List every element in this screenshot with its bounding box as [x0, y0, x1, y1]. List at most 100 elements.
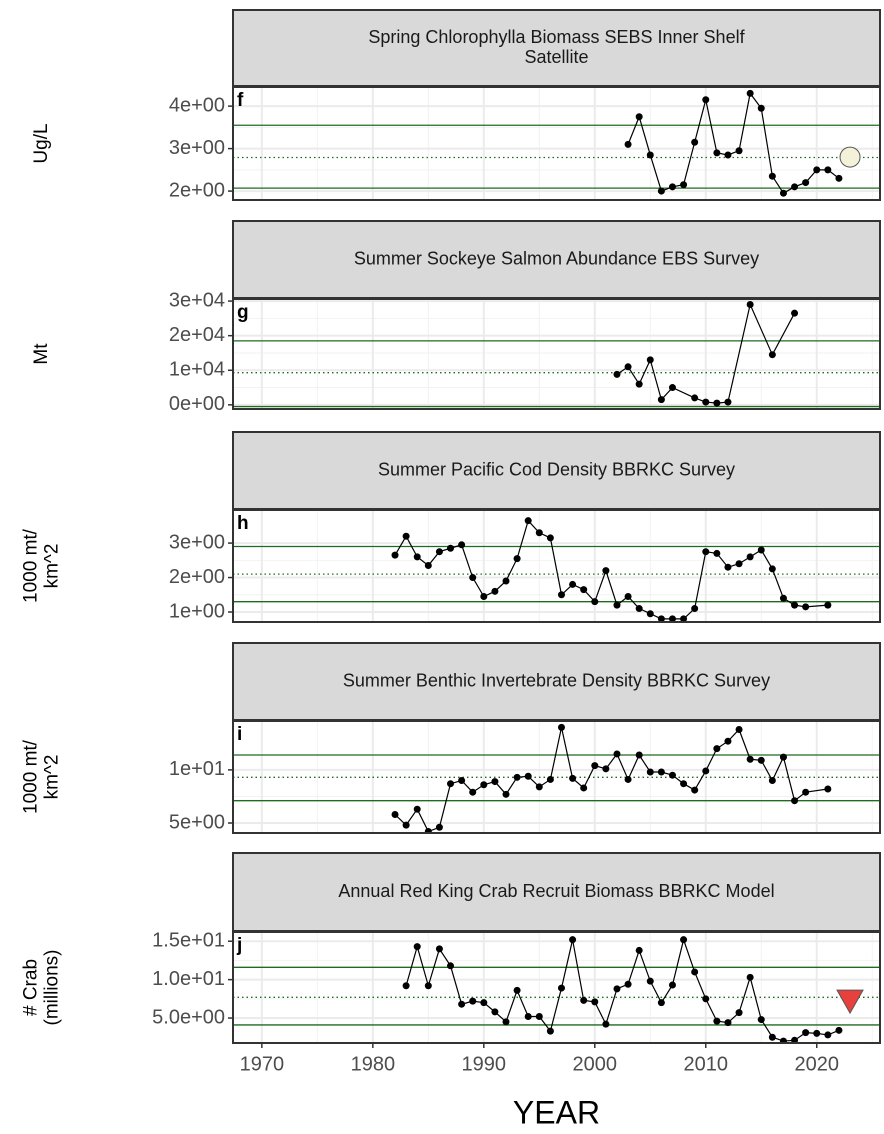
plot-area — [233, 87, 880, 200]
data-point — [613, 750, 621, 758]
data-point — [602, 765, 610, 773]
data-point — [768, 1033, 776, 1041]
data-point — [635, 751, 643, 759]
strip-title: Summer Sockeye Salmon Abundance EBS Surv… — [354, 248, 759, 268]
plot-area — [233, 299, 880, 409]
data-point — [646, 768, 654, 776]
data-point — [591, 762, 599, 770]
data-point — [824, 1031, 832, 1039]
data-point — [624, 140, 632, 148]
y-tick-label: 0e+00 — [169, 393, 225, 415]
data-point — [602, 567, 610, 575]
data-point — [702, 96, 710, 104]
data-point — [646, 151, 654, 159]
data-point — [480, 999, 488, 1007]
data-point — [779, 1037, 787, 1043]
data-point — [447, 962, 455, 970]
data-point — [813, 166, 821, 174]
data-point — [546, 534, 554, 542]
x-tick-label: 2000 — [573, 1053, 618, 1075]
data-point — [702, 767, 710, 775]
data-point — [813, 1029, 821, 1037]
data-point — [757, 104, 765, 112]
plot-area — [233, 721, 880, 833]
data-point — [768, 565, 776, 573]
data-point — [824, 166, 832, 174]
data-point — [824, 785, 832, 793]
panel-bg — [233, 299, 880, 409]
data-point — [668, 384, 676, 392]
data-point — [779, 753, 787, 761]
data-point — [691, 968, 699, 976]
data-point — [668, 615, 676, 622]
data-point — [680, 936, 688, 944]
data-point — [613, 370, 621, 378]
data-point — [402, 532, 410, 540]
data-point — [724, 1019, 732, 1027]
x-tick-label: 2020 — [794, 1053, 839, 1075]
data-point — [502, 1018, 510, 1026]
x-tick-label: 1970 — [240, 1053, 285, 1075]
data-point — [724, 398, 732, 406]
y-axis-label: # Crab — [21, 959, 42, 1016]
trend-marker — [836, 989, 864, 1015]
panel-border — [232, 509, 881, 623]
data-point — [624, 363, 632, 371]
data-point — [602, 1020, 610, 1028]
data-point — [424, 561, 432, 569]
y-axis-label: 1000 mt/ — [21, 739, 42, 814]
data-point — [569, 774, 577, 782]
data-point — [480, 592, 488, 600]
data-point — [702, 995, 710, 1003]
data-point — [746, 973, 754, 981]
data-point — [413, 943, 421, 951]
data-point — [724, 151, 732, 159]
y-axis-label: (millions) — [42, 950, 63, 1026]
data-point — [402, 982, 410, 990]
data-point — [691, 786, 699, 794]
plot-area — [233, 510, 880, 622]
panel-bg — [233, 721, 880, 833]
data-point — [524, 1012, 532, 1020]
data-point — [635, 946, 643, 954]
y-tick-label: 5e+00 — [169, 811, 225, 833]
data-point — [802, 179, 810, 187]
strip-box — [232, 220, 881, 299]
data-point — [580, 784, 588, 792]
data-point — [835, 174, 843, 182]
data-point — [458, 541, 466, 549]
data-point — [513, 773, 521, 781]
data-point — [657, 768, 665, 776]
data-point — [546, 775, 554, 783]
data-point — [557, 591, 565, 599]
data-point — [680, 780, 688, 788]
data-point — [613, 601, 621, 609]
x-axis-label: YEAR — [513, 1094, 600, 1130]
data-point — [657, 999, 665, 1007]
panel-bg — [233, 87, 880, 200]
data-point — [469, 574, 477, 582]
y-tick-label: 5.0e+00 — [152, 1006, 225, 1028]
data-point — [713, 1017, 721, 1025]
data-point — [835, 1026, 843, 1034]
data-point — [680, 181, 688, 189]
data-point — [635, 605, 643, 613]
y-tick-label: 1e+04 — [169, 359, 225, 381]
data-point — [424, 982, 432, 990]
data-point — [458, 777, 466, 785]
strip-title: Satellite — [524, 47, 588, 67]
data-point — [768, 777, 776, 785]
y-tick-label: 2e+00 — [169, 566, 225, 588]
panel-bg — [233, 932, 880, 1043]
data-point — [713, 399, 721, 407]
data-point — [768, 351, 776, 359]
y-tick-label: 1.5e+01 — [152, 929, 225, 951]
y-axis-label: km^2 — [42, 755, 63, 800]
data-point — [502, 577, 510, 585]
data-point — [746, 553, 754, 561]
data-point — [569, 936, 577, 944]
data-point — [724, 737, 732, 745]
y-tick-label: 3e+00 — [169, 531, 225, 553]
x-tick-label: 1990 — [462, 1053, 507, 1075]
